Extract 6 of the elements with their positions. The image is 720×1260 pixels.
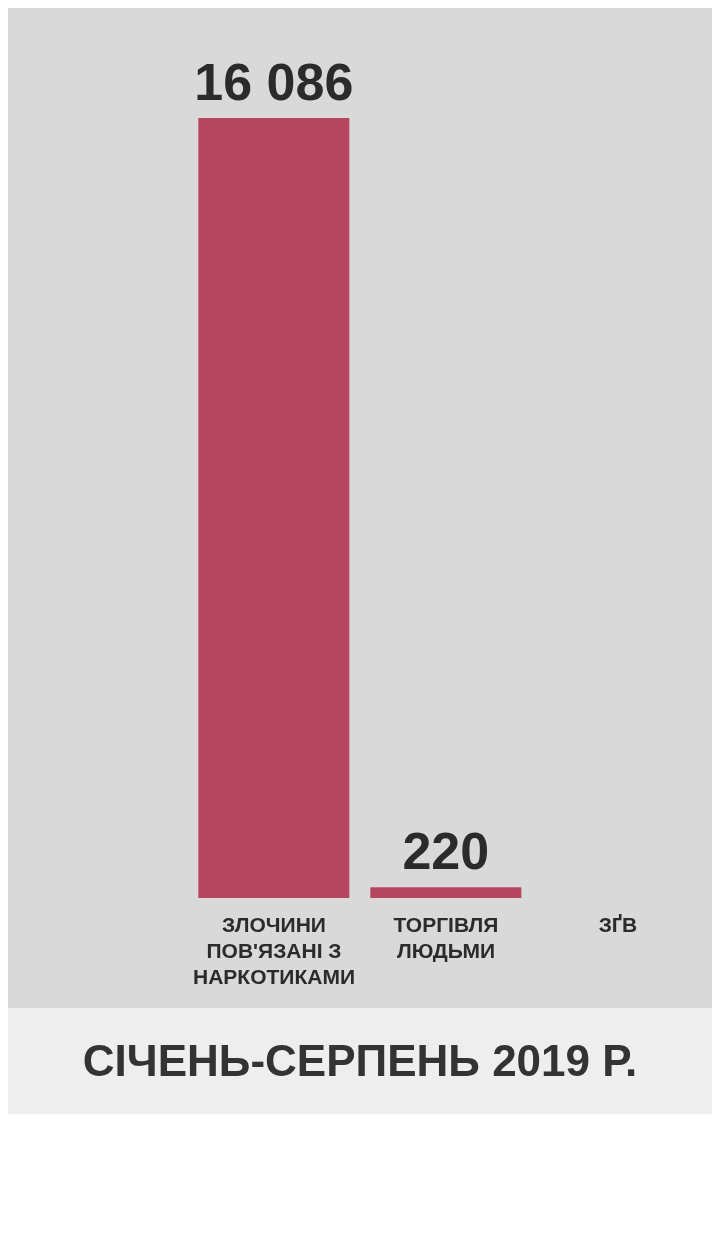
data-label: 16 086 bbox=[194, 53, 354, 111]
x-tick-label: ТОРГІВЛЯ ЛЮДЬМИ bbox=[393, 913, 499, 962]
text: СІЧЕНЬ-СЕРПЕНЬ 2019 Р. bbox=[8, 1008, 712, 1114]
x-tick-label: ЗЛОЧИНИ ПОВ'ЯЗАНІ З НАРКОТИКАМИ bbox=[193, 913, 355, 988]
x-tick-label: ЗҐВ bbox=[598, 913, 638, 936]
data-label: 220 bbox=[402, 822, 490, 881]
